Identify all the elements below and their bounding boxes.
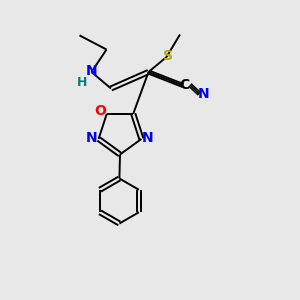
Text: O: O xyxy=(94,104,106,118)
Text: H: H xyxy=(77,76,88,89)
Text: N: N xyxy=(142,131,154,146)
Text: C: C xyxy=(179,78,189,92)
Text: N: N xyxy=(86,131,98,146)
Text: S: S xyxy=(163,49,173,62)
Text: N: N xyxy=(198,87,210,101)
Text: N: N xyxy=(86,64,97,77)
